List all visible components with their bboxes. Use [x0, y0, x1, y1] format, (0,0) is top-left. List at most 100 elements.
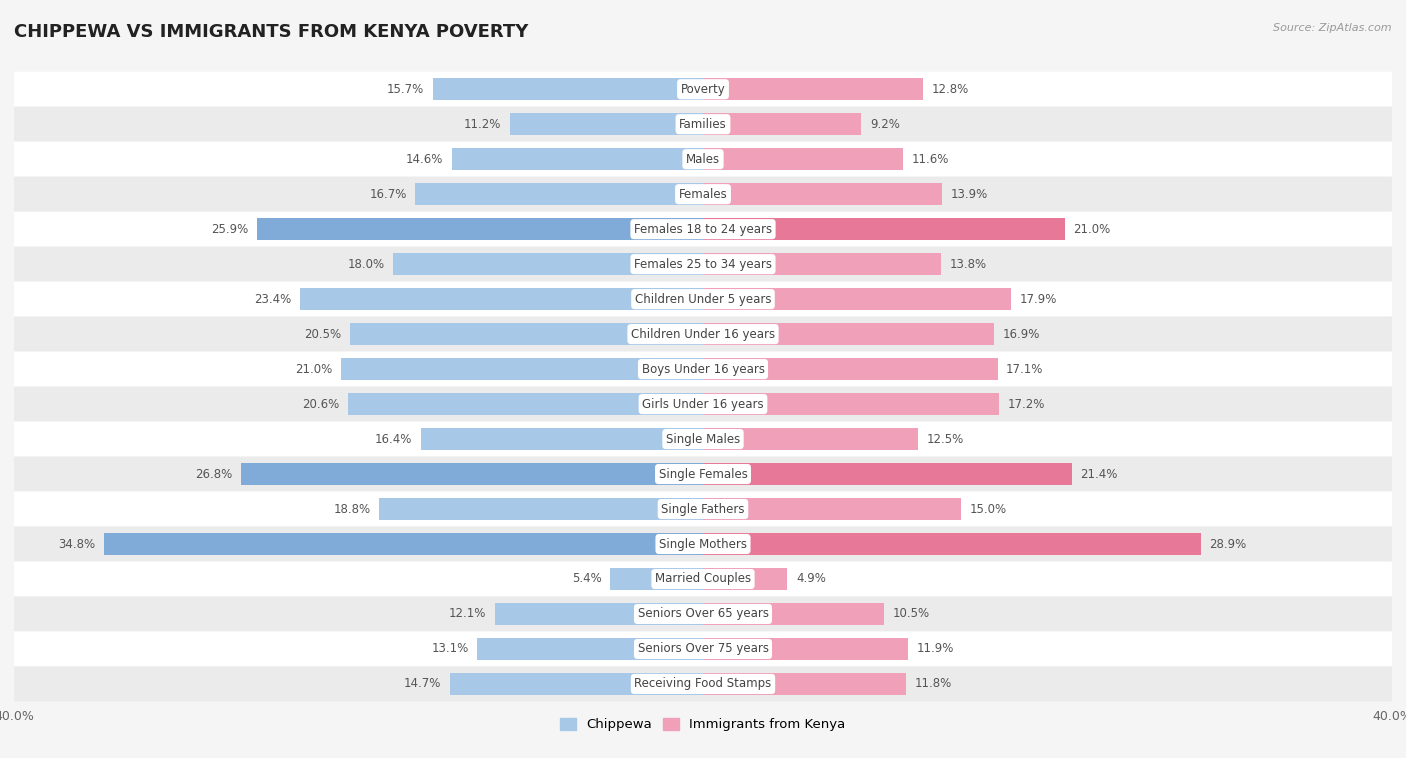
Text: 34.8%: 34.8% [58, 537, 96, 550]
Bar [104, 533, 703, 555]
Text: 16.7%: 16.7% [370, 188, 406, 201]
FancyBboxPatch shape [14, 107, 1392, 142]
Bar [495, 603, 703, 625]
Text: 14.7%: 14.7% [404, 678, 441, 691]
Text: Females 25 to 34 years: Females 25 to 34 years [634, 258, 772, 271]
Text: 13.8%: 13.8% [949, 258, 987, 271]
Text: 16.9%: 16.9% [1002, 327, 1040, 340]
Text: 11.9%: 11.9% [917, 643, 953, 656]
FancyBboxPatch shape [14, 282, 1392, 317]
Text: Single Mothers: Single Mothers [659, 537, 747, 550]
Bar [703, 288, 1011, 310]
Text: 4.9%: 4.9% [796, 572, 825, 585]
Bar [299, 288, 703, 310]
Text: 11.8%: 11.8% [915, 678, 952, 691]
Text: 21.0%: 21.0% [1073, 223, 1111, 236]
Bar [242, 463, 703, 485]
Text: 12.5%: 12.5% [927, 433, 965, 446]
Text: Males: Males [686, 152, 720, 166]
Text: Married Couples: Married Couples [655, 572, 751, 585]
Text: Single Females: Single Females [658, 468, 748, 481]
Text: 17.9%: 17.9% [1019, 293, 1057, 305]
Text: 15.0%: 15.0% [970, 503, 1007, 515]
Bar [257, 218, 703, 240]
FancyBboxPatch shape [14, 562, 1392, 597]
Bar [349, 393, 703, 415]
Text: 20.6%: 20.6% [302, 398, 340, 411]
Bar [350, 323, 703, 345]
Text: Receiving Food Stamps: Receiving Food Stamps [634, 678, 772, 691]
Bar [451, 149, 703, 170]
Text: 5.4%: 5.4% [572, 572, 602, 585]
FancyBboxPatch shape [14, 317, 1392, 352]
Text: 26.8%: 26.8% [195, 468, 233, 481]
Bar [703, 428, 918, 450]
FancyBboxPatch shape [14, 491, 1392, 527]
Text: 21.4%: 21.4% [1080, 468, 1118, 481]
Text: 23.4%: 23.4% [254, 293, 291, 305]
Text: CHIPPEWA VS IMMIGRANTS FROM KENYA POVERTY: CHIPPEWA VS IMMIGRANTS FROM KENYA POVERT… [14, 23, 529, 41]
FancyBboxPatch shape [14, 72, 1392, 107]
Text: 14.6%: 14.6% [405, 152, 443, 166]
Bar [433, 78, 703, 100]
Text: 18.0%: 18.0% [347, 258, 384, 271]
FancyBboxPatch shape [14, 387, 1392, 421]
Text: Children Under 5 years: Children Under 5 years [634, 293, 772, 305]
Text: 13.9%: 13.9% [950, 188, 988, 201]
Text: Poverty: Poverty [681, 83, 725, 96]
Text: Source: ZipAtlas.com: Source: ZipAtlas.com [1274, 23, 1392, 33]
Bar [420, 428, 703, 450]
Bar [478, 638, 703, 659]
Bar [703, 498, 962, 520]
FancyBboxPatch shape [14, 597, 1392, 631]
Bar [415, 183, 703, 205]
Bar [450, 673, 703, 695]
FancyBboxPatch shape [14, 666, 1392, 701]
Bar [703, 359, 997, 380]
Text: 12.8%: 12.8% [932, 83, 969, 96]
FancyBboxPatch shape [14, 142, 1392, 177]
FancyBboxPatch shape [14, 527, 1392, 562]
Bar [703, 323, 994, 345]
Text: Families: Families [679, 117, 727, 130]
Bar [703, 393, 1000, 415]
Text: 20.5%: 20.5% [304, 327, 342, 340]
Text: Single Fathers: Single Fathers [661, 503, 745, 515]
Bar [703, 114, 862, 135]
Bar [380, 498, 703, 520]
Text: Seniors Over 65 years: Seniors Over 65 years [637, 607, 769, 621]
Text: 13.1%: 13.1% [432, 643, 468, 656]
Text: Single Males: Single Males [666, 433, 740, 446]
Bar [342, 359, 703, 380]
Bar [703, 673, 907, 695]
Bar [703, 149, 903, 170]
Legend: Chippewa, Immigrants from Kenya: Chippewa, Immigrants from Kenya [555, 713, 851, 737]
Bar [610, 568, 703, 590]
Text: 25.9%: 25.9% [211, 223, 249, 236]
Bar [703, 218, 1064, 240]
Text: Females: Females [679, 188, 727, 201]
Text: Girls Under 16 years: Girls Under 16 years [643, 398, 763, 411]
Bar [703, 638, 908, 659]
Text: Children Under 16 years: Children Under 16 years [631, 327, 775, 340]
Bar [703, 533, 1201, 555]
Text: Seniors Over 75 years: Seniors Over 75 years [637, 643, 769, 656]
Bar [510, 114, 703, 135]
FancyBboxPatch shape [14, 177, 1392, 211]
Text: 28.9%: 28.9% [1209, 537, 1247, 550]
FancyBboxPatch shape [14, 211, 1392, 246]
Text: 16.4%: 16.4% [374, 433, 412, 446]
Text: Boys Under 16 years: Boys Under 16 years [641, 362, 765, 375]
Text: 17.1%: 17.1% [1007, 362, 1043, 375]
Text: 11.2%: 11.2% [464, 117, 502, 130]
Bar [392, 253, 703, 275]
Text: 11.6%: 11.6% [911, 152, 949, 166]
Text: 17.2%: 17.2% [1008, 398, 1045, 411]
Bar [703, 183, 942, 205]
Bar [703, 78, 924, 100]
FancyBboxPatch shape [14, 246, 1392, 282]
Bar [703, 603, 884, 625]
FancyBboxPatch shape [14, 631, 1392, 666]
FancyBboxPatch shape [14, 352, 1392, 387]
Bar [703, 568, 787, 590]
